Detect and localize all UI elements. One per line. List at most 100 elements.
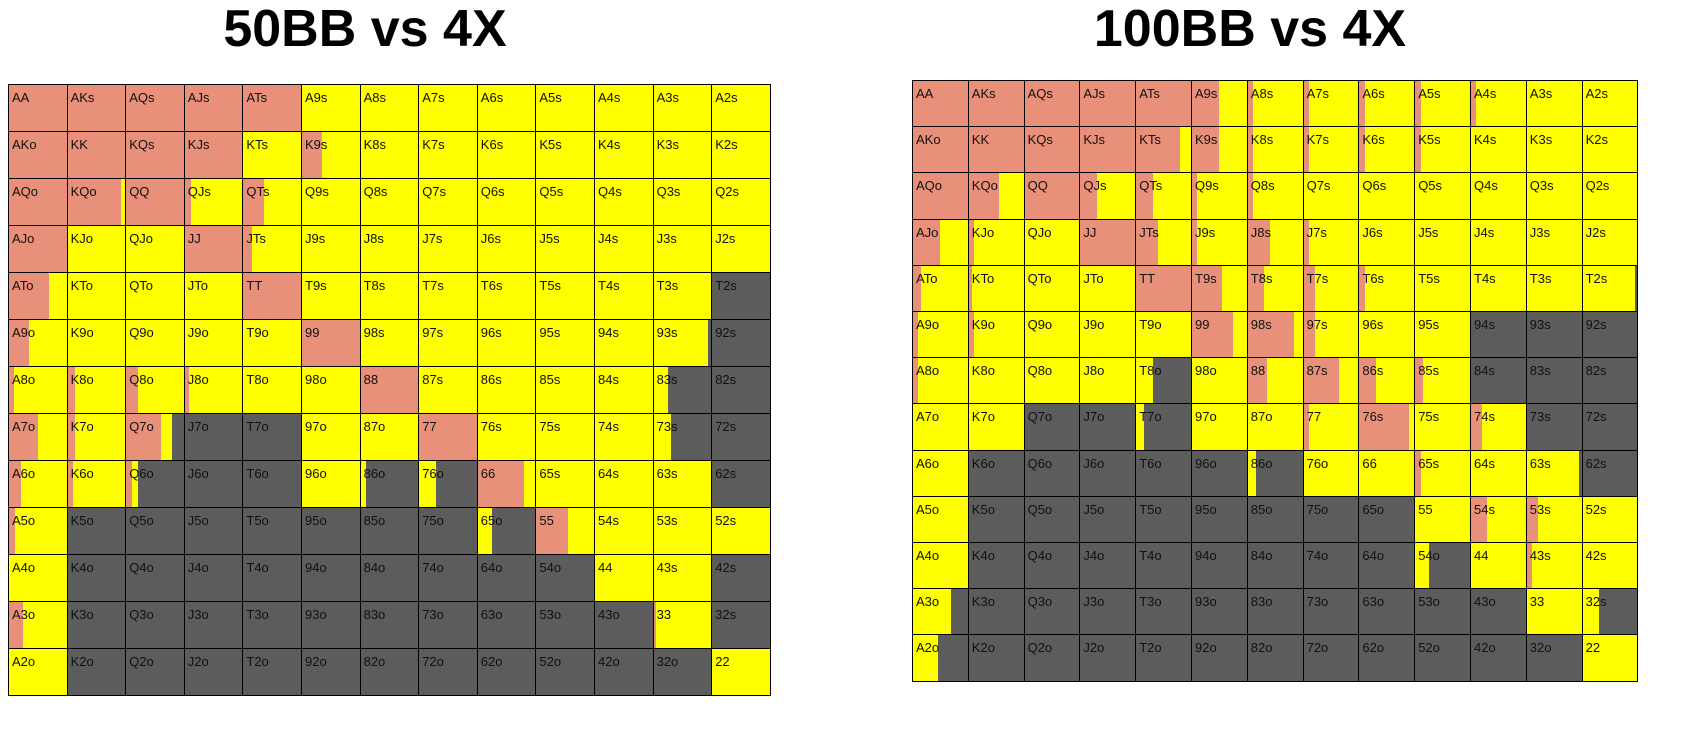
hand-label: 92s <box>1585 317 1607 332</box>
call-frequency-bar <box>1415 543 1429 589</box>
hand-label: J8s <box>363 231 384 246</box>
hand-cell: A5s <box>1415 81 1471 128</box>
fold-frequency-bar <box>968 496 1024 542</box>
fold-frequency-bar <box>1080 543 1136 589</box>
fold-frequency-bar <box>184 602 243 648</box>
call-frequency-bar <box>712 132 770 178</box>
call-frequency-bar <box>1582 219 1638 265</box>
fold-frequency-bar <box>653 649 712 695</box>
call-frequency-bar <box>523 461 536 507</box>
hand-label: KJs <box>1083 132 1106 148</box>
call-frequency-bar <box>1415 265 1470 311</box>
hand-cell: K2o <box>67 649 127 696</box>
hand-label: J5s <box>539 231 560 246</box>
hand-cell: T6s <box>477 273 537 320</box>
call-frequency-bar <box>536 414 594 460</box>
hand-cell: JTo <box>184 273 244 320</box>
hand-cell: AKo <box>913 127 969 174</box>
hand-label: AJo <box>916 224 939 240</box>
fold-frequency-bar <box>302 555 360 601</box>
hand-label: 63s <box>656 466 678 481</box>
hand-label: AQs <box>129 90 155 105</box>
hand-label: 44 <box>1474 548 1489 563</box>
hand-cell: 75o <box>1303 496 1360 543</box>
hand-label: JTs <box>1139 224 1159 240</box>
hand-label: Q3s <box>1529 178 1554 194</box>
raise-frequency-bar <box>184 132 243 178</box>
fold-frequency-bar <box>1136 635 1191 681</box>
hand-label: 32o <box>656 654 679 669</box>
call-frequency-bar <box>1303 173 1359 219</box>
call-frequency-bar <box>13 367 67 413</box>
call-frequency-bar <box>595 226 653 272</box>
fold-frequency-bar <box>184 508 243 554</box>
call-frequency-bar <box>302 461 360 507</box>
fold-frequency-bar <box>1359 543 1415 589</box>
hand-label: Q6o <box>1027 455 1053 471</box>
hand-label: 87s <box>1306 363 1328 379</box>
raise-frequency-bar <box>1471 81 1477 127</box>
hand-cell: K5s <box>1415 127 1471 174</box>
hand-label: 84o <box>1250 548 1273 563</box>
raise-frequency-bar <box>9 85 67 131</box>
call-frequency-bar <box>595 555 653 601</box>
hand-cell: QJo <box>1024 219 1081 266</box>
hand-label: J4s <box>1474 224 1495 240</box>
call-frequency-bar <box>1253 173 1303 219</box>
call-frequency-bar <box>595 367 653 413</box>
hand-label: 54o <box>1418 548 1440 563</box>
hand-cell: 63s <box>1526 450 1583 497</box>
call-frequency-bar <box>656 602 712 648</box>
call-frequency-bar <box>653 367 668 413</box>
hand-cell: Q2s <box>1582 173 1639 220</box>
fold-frequency-bar <box>243 602 301 648</box>
raise-frequency-bar <box>1192 173 1198 219</box>
hand-label: 83s <box>1529 363 1551 379</box>
hand-label: 83o <box>363 607 386 622</box>
hand-label: 85o <box>1250 501 1273 517</box>
fold-frequency-bar <box>302 602 360 648</box>
hand-label: 52o <box>539 654 562 669</box>
hand-label: 85o <box>363 513 386 528</box>
hand-label: 55 <box>1418 501 1433 517</box>
raise-frequency-bar <box>1136 81 1191 127</box>
raise-frequency-bar <box>126 461 132 507</box>
raise-frequency-bar <box>1136 127 1181 173</box>
raise-frequency-bar <box>9 367 14 413</box>
hand-cell: 72s <box>712 414 771 461</box>
hand-label: 65o <box>480 513 503 528</box>
call-frequency-bar <box>243 320 301 366</box>
hand-cell: A3o <box>913 589 969 636</box>
call-frequency-bar <box>1487 496 1526 542</box>
fold-frequency-bar <box>1192 589 1247 635</box>
hand-cell: Q2o <box>126 649 185 696</box>
hand-label: T3o <box>1139 594 1162 610</box>
hand-label: J2s <box>1585 224 1606 240</box>
hand-label: K4s <box>1474 132 1497 148</box>
hand-label: 63o <box>1362 594 1385 610</box>
call-frequency-bar <box>913 543 968 589</box>
raise-frequency-bar <box>968 219 975 265</box>
raise-frequency-bar <box>1303 312 1315 358</box>
hand-cell: 54o <box>1415 543 1471 590</box>
call-frequency-bar <box>1192 358 1247 404</box>
call-frequency-bar <box>1359 450 1415 496</box>
fold-frequency-bar <box>126 602 184 648</box>
hand-label: AQo <box>12 184 39 199</box>
hand-cell: Q6s <box>477 179 537 226</box>
hand-label: J9o <box>1083 317 1105 332</box>
hand-label: KTs <box>1139 132 1161 148</box>
raise-frequency-bar <box>1192 312 1234 358</box>
fold-frequency-bar <box>1080 404 1136 450</box>
hand-cell: A6s <box>477 85 537 132</box>
hand-label: KQo <box>971 178 998 194</box>
hand-cell: 64o <box>1359 543 1416 590</box>
call-frequency-bar <box>477 414 536 460</box>
raise-frequency-bar <box>913 81 968 127</box>
fold-frequency-bar <box>1303 589 1359 635</box>
hand-cell: AA <box>913 81 969 128</box>
hand-label: K7s <box>1306 132 1329 148</box>
call-frequency-bar <box>1526 127 1582 173</box>
hand-label: Q4s <box>1474 178 1498 194</box>
hand-cell: K9s <box>302 132 361 179</box>
